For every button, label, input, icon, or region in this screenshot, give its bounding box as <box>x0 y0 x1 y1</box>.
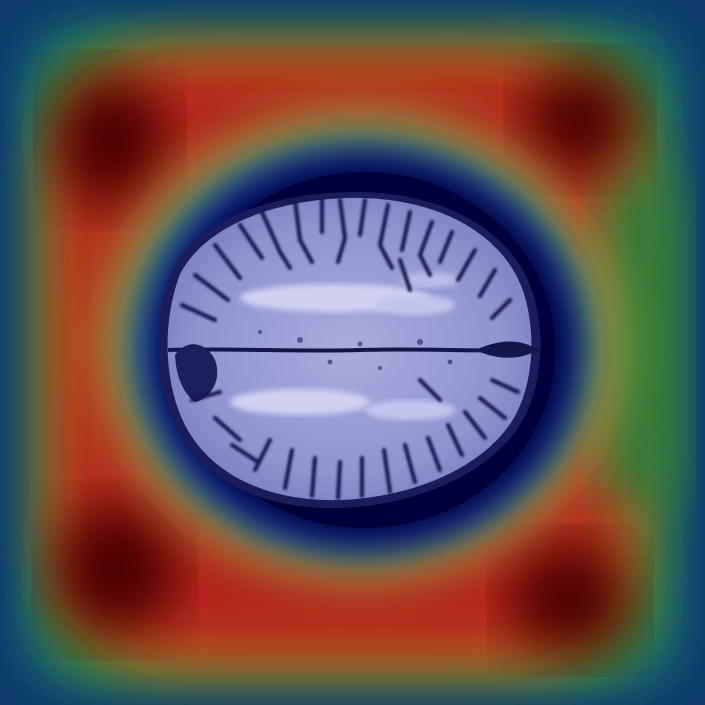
brain-mri-slice <box>158 191 541 509</box>
